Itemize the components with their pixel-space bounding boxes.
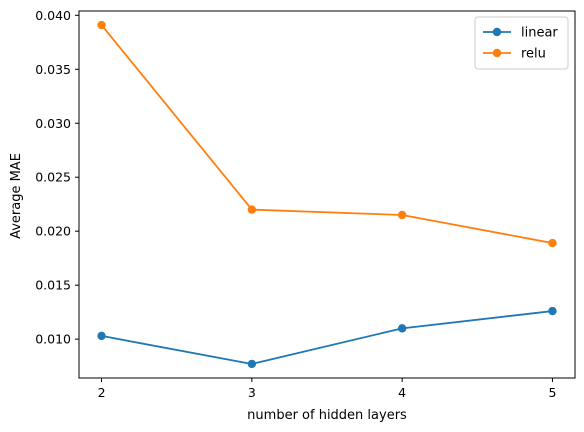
series-relu [97,20,557,248]
data-point-linear [247,359,257,369]
x-tick-label: 2 [98,385,106,400]
y-tick-label: 0.030 [35,116,71,131]
y-tick-label: 0.040 [35,8,71,23]
x-tick-label: 3 [248,385,256,400]
x-axis-ticks: 2 3 4 5 [98,378,556,400]
data-point-relu [247,205,257,214]
plot-area [78,10,576,379]
data-point-relu [548,238,557,248]
legend-label-linear: linear [521,26,558,41]
data-point-relu [397,210,407,220]
series-layer [97,20,557,369]
y-tick-label: 0.020 [35,224,71,239]
legend: linear relu [474,16,569,70]
series-line-linear [101,310,553,365]
data-point-linear [97,331,106,341]
legend-marker-relu [492,48,502,58]
data-point-relu [97,20,106,30]
y-tick-label: 0.010 [35,332,71,347]
y-tick-label: 0.025 [35,170,71,185]
series-linear [97,306,557,369]
x-axis-label: number of hidden layers [247,408,407,423]
y-axis-ticks: 0.010 0.015 0.020 0.025 0.030 0.035 0.040 [35,8,79,347]
y-tick-label: 0.035 [35,62,71,77]
legend-item-linear: linear [483,26,558,41]
plot-frame [78,10,576,379]
x-tick-label: 5 [548,385,556,400]
y-tick-label: 0.015 [35,278,71,293]
y-axis-label: Average MAE [9,153,24,239]
series-line-relu [100,24,553,244]
legend-marker-linear [492,27,502,37]
legend-item-relu: relu [483,47,546,62]
data-point-linear [548,306,557,316]
data-point-linear [397,324,407,333]
x-tick-label: 4 [398,385,406,400]
legend-label-relu: relu [521,47,546,62]
